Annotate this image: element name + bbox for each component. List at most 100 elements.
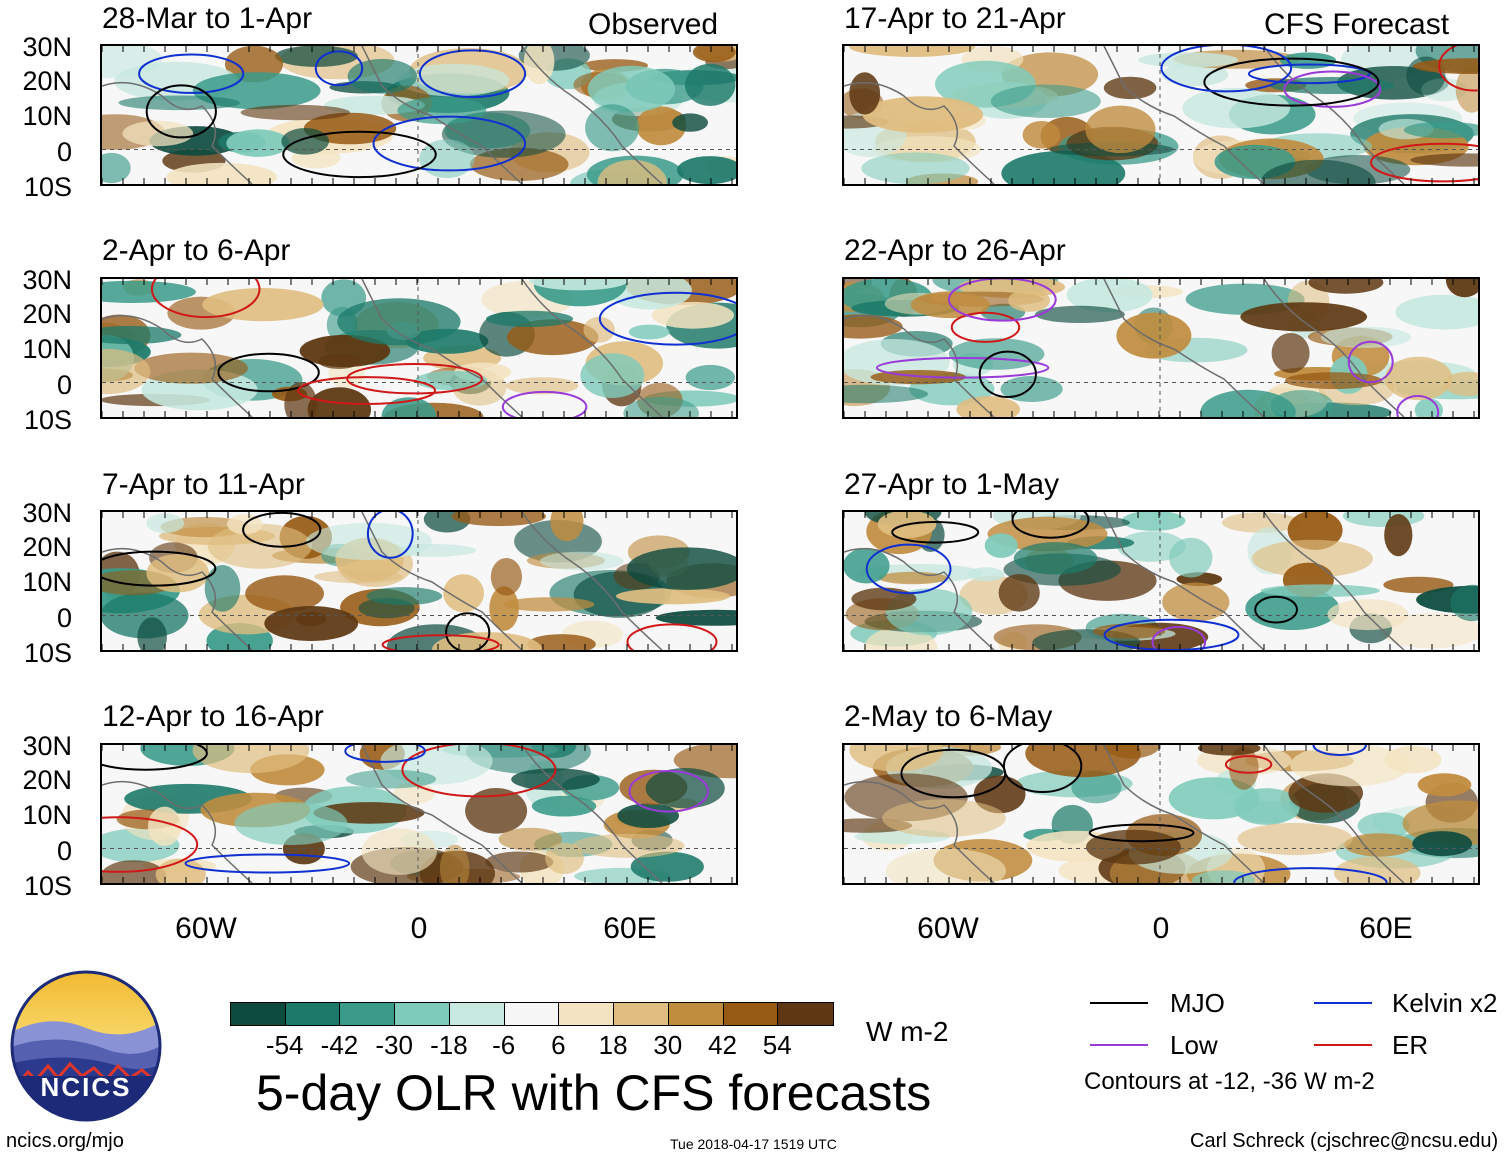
colorbar-swatch	[668, 1003, 724, 1025]
lat-label: 20N	[22, 299, 72, 329]
wave-contour	[217, 352, 320, 393]
olr-anomaly-blob	[523, 46, 555, 85]
wave-contour	[628, 770, 709, 813]
olr-anomaly-blob	[1445, 279, 1478, 298]
colorbar-tick-label: -54	[265, 1030, 304, 1060]
colorbar-swatch	[614, 1003, 669, 1025]
wave-contour	[282, 130, 437, 179]
olr-anomaly-blob	[345, 769, 437, 789]
olr-anomaly-blob	[490, 558, 522, 596]
wave-contour	[1224, 755, 1273, 774]
olr-anomaly-blob	[415, 370, 488, 391]
legend-line-low	[1090, 1044, 1148, 1046]
colorbar-swatch	[395, 1003, 450, 1025]
olr-anomaly-blob	[443, 574, 484, 613]
coastline	[361, 512, 523, 650]
legend-label-er: ER	[1392, 1030, 1429, 1060]
olr-anomaly-blob	[505, 377, 579, 395]
wave-contour	[875, 357, 1050, 379]
wave-contour	[445, 612, 491, 650]
olr-anomaly-blob	[849, 745, 944, 772]
olr-anomaly-blob	[529, 279, 629, 291]
olr-anomaly-blob	[489, 586, 519, 631]
olr-anomaly-blob	[1450, 584, 1478, 622]
panel-title-fc-3: 27-Apr to 1-May	[844, 468, 1060, 501]
olr-anomaly-blob	[580, 353, 645, 398]
olr-anomaly-blob	[615, 588, 731, 605]
map-panel-fc-1	[842, 44, 1480, 186]
lon-label-right-0: 0	[1152, 912, 1170, 945]
olr-anomaly-blob	[849, 46, 976, 57]
olr-anomaly-blob	[137, 617, 167, 650]
olr-anomaly-blob	[540, 551, 624, 571]
footer-author: Carl Schreck (cjschrec@ncsu.edu)	[1190, 1130, 1499, 1152]
olr-anomaly-blob	[207, 523, 312, 569]
olr-anomaly-blob	[685, 63, 736, 106]
olr-anomaly-blob	[1197, 745, 1261, 756]
wave-contour	[102, 550, 217, 587]
colorbar-tick-label: 42	[708, 1030, 737, 1060]
olr-anomaly-blob	[1161, 62, 1229, 87]
olr-anomaly-blob	[1290, 745, 1411, 787]
lon-label-left-60w: 60W	[175, 912, 237, 945]
olr-anomaly-blob	[1251, 539, 1373, 578]
coastline	[521, 46, 663, 184]
olr-anomaly-blob	[692, 46, 736, 63]
olr-anomaly-blob	[550, 512, 584, 542]
olr-anomaly-blob	[851, 587, 917, 611]
olr-anomaly-blob	[628, 324, 670, 340]
olr-anomaly-blob	[1001, 150, 1126, 184]
olr-anomaly-blob	[1270, 390, 1334, 417]
coastline	[1263, 46, 1405, 184]
legend-line-kelvin	[1314, 1002, 1372, 1004]
lat-label: 30N	[22, 498, 72, 528]
map-panel-fc-4	[842, 743, 1480, 885]
olr-anomaly-blob	[861, 152, 970, 184]
wave-contour	[1438, 46, 1478, 92]
coastline	[361, 745, 523, 883]
olr-anomaly-blob	[587, 65, 676, 113]
coastline	[844, 81, 995, 184]
lon-label-right-60w: 60W	[917, 912, 979, 945]
coastline	[1103, 745, 1265, 883]
olr-anomaly-blob	[1237, 822, 1353, 856]
wave-contour	[891, 520, 980, 544]
olr-anomaly-blob	[1327, 599, 1409, 631]
olr-anomaly-blob	[1085, 105, 1156, 153]
olr-anomaly-blob	[597, 159, 667, 184]
wave-contour	[1160, 46, 1293, 93]
olr-anomaly-blob	[1410, 153, 1478, 167]
olr-anomaly-blob	[506, 319, 599, 356]
olr-anomaly-blob	[645, 768, 725, 809]
colorbar-tick-label: -42	[320, 1030, 359, 1060]
coastline	[844, 314, 995, 417]
legend-note: Contours at -12, -36 W m-2	[1084, 1068, 1375, 1095]
olr-anomaly-blob	[1034, 305, 1125, 323]
olr-anomaly-blob	[361, 828, 437, 875]
panel-title-obs-3: 7-Apr to 11-Apr	[102, 468, 305, 501]
legend-line-mjo	[1090, 1002, 1148, 1004]
wave-contour	[1396, 395, 1440, 417]
olr-anomaly-blob	[1066, 279, 1153, 313]
lat-label: 20N	[22, 532, 72, 562]
wave-contour	[947, 279, 1057, 322]
olr-anomaly-blob	[1260, 584, 1380, 597]
lat-label: 0	[56, 603, 72, 633]
map-panel-obs-2	[100, 277, 738, 419]
footer-url: ncics.org/mjo	[6, 1130, 124, 1152]
coastline	[102, 81, 253, 184]
olr-anomaly-blob	[1240, 302, 1368, 332]
olr-anomaly-blob	[498, 827, 563, 851]
olr-anomaly-blob	[882, 799, 1006, 838]
olr-anomaly-blob	[465, 788, 528, 834]
lat-label: 20N	[22, 765, 72, 795]
olr-anomaly-blob	[1071, 770, 1122, 804]
olr-anomaly-blob	[245, 575, 324, 612]
map-panel-fc-2	[842, 277, 1480, 419]
coastline	[102, 314, 253, 417]
lat-label: 10N	[22, 567, 72, 597]
colorbar-tick-label: 30	[653, 1030, 683, 1060]
colorbar-tick-label: -18	[430, 1030, 468, 1060]
colorbar-ticks: -54 -42 -30 -18 -6 6 18 30 42 54	[230, 1032, 834, 1062]
olr-anomaly-blob	[366, 587, 443, 606]
